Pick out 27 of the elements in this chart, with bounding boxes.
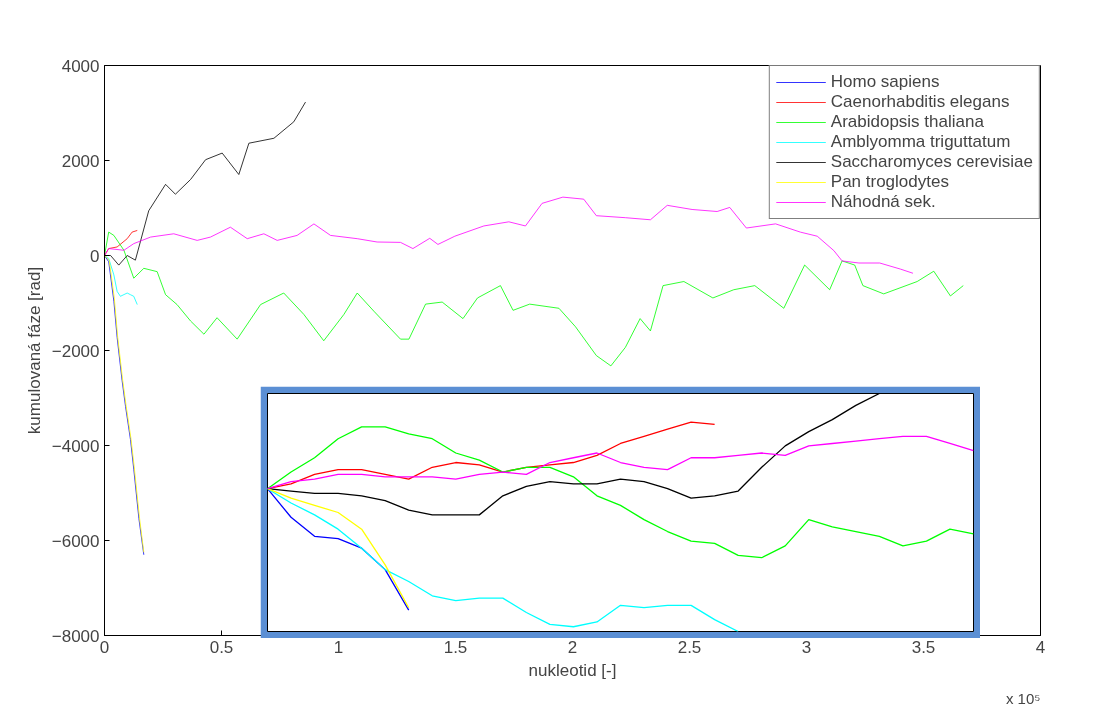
- text: x 10⁵: [1005, 689, 1041, 707]
- y-tick-label: 4000: [61, 56, 100, 76]
- x-tick-label: 1: [333, 637, 344, 657]
- x-tick-label: 1.5: [443, 637, 468, 657]
- x-tick-label: 0.5: [209, 637, 234, 657]
- x-axis-title: nukleotid [-]: [528, 660, 617, 680]
- y-axis-title: kumulovaná fáze [rad]: [24, 266, 44, 435]
- legend-label: Caenorhabditis elegans: [830, 92, 1010, 112]
- legend-label: Pan troglodytes: [830, 172, 949, 192]
- line-series: [104, 255, 138, 305]
- y-tick-label: 0: [90, 246, 100, 266]
- legend-label: Saccharomyces cerevisiae: [830, 152, 1033, 172]
- x-tick-label: 2: [567, 637, 578, 657]
- y-tick-label: −4000: [51, 436, 100, 456]
- x-tick-label: 3: [801, 637, 812, 657]
- x-tick-label: 3.5: [911, 637, 936, 657]
- legend-label: Arabidopsis thaliana: [830, 112, 984, 132]
- line-series: [104, 231, 964, 367]
- legend-label: Amblyomma triguttatum: [830, 132, 1011, 152]
- x-tick-label: 4: [1035, 637, 1046, 657]
- y-tick-label: −2000: [51, 341, 100, 361]
- legend-label: Homo sapiens: [830, 72, 940, 92]
- y-tick-label: −6000: [51, 531, 100, 551]
- legend-label: Náhodná sek.: [830, 192, 936, 212]
- y-tick-label: −8000: [51, 626, 100, 646]
- x-tick-label: 2.5: [677, 637, 702, 657]
- y-tick-label: 2000: [61, 151, 100, 171]
